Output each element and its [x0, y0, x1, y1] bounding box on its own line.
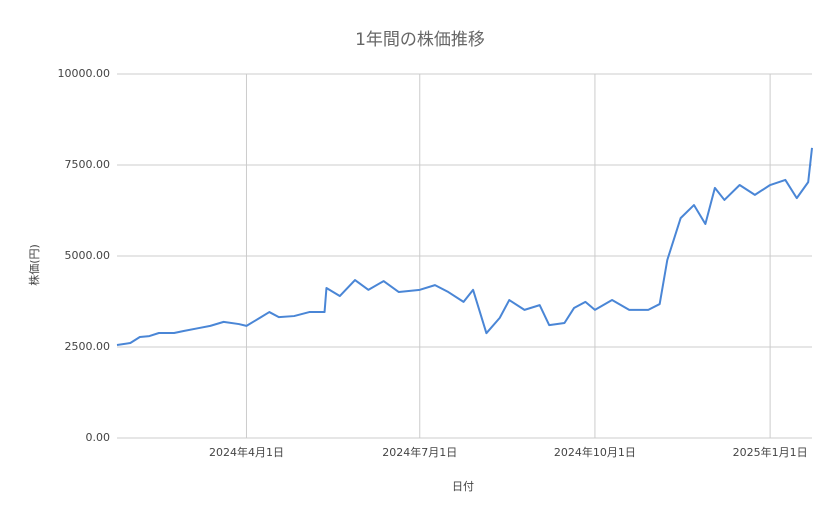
price-line: [116, 147, 813, 346]
y-tick-label: 2500.00: [65, 340, 111, 353]
y-tick-label: 7500.00: [65, 158, 111, 171]
y-tick-label: 10000.00: [58, 67, 111, 80]
y-tick-label: 0.00: [86, 431, 111, 444]
x-axis-label: 日付: [452, 480, 474, 493]
x-tick-label: 2024年4月1日: [209, 445, 284, 459]
y-axis-label: 株価(円): [27, 244, 41, 286]
x-tick-label: 2024年10月1日: [554, 445, 636, 459]
x-tick-label: 2024年7月1日: [382, 445, 457, 459]
x-tick-label: 2025年1月1日: [733, 445, 808, 459]
chart-title: 1年間の株価推移: [355, 30, 485, 50]
y-tick-label: 5000.00: [65, 249, 111, 262]
